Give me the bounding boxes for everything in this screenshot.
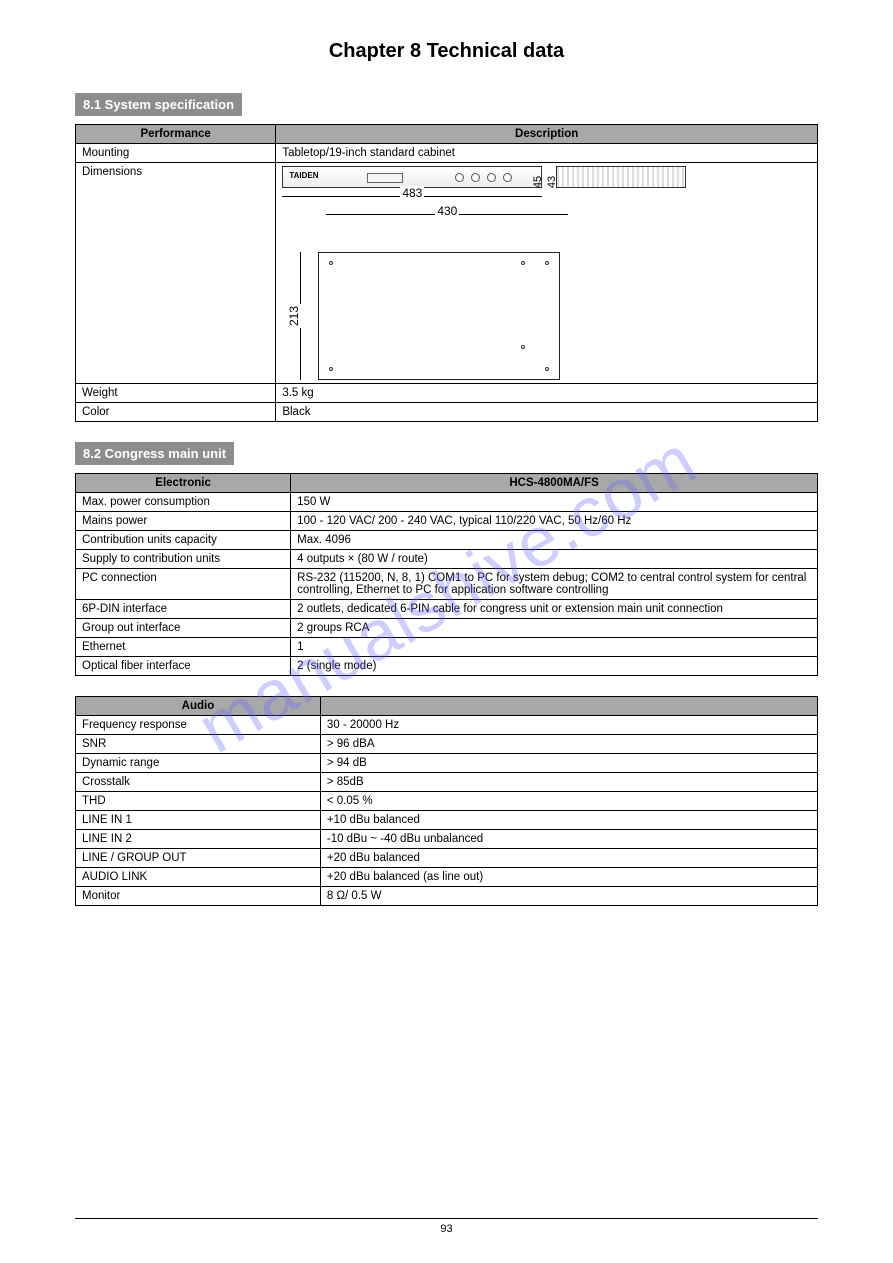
cell-label: Dynamic range [76, 754, 321, 773]
cell-value: Tabletop/19-inch standard cabinet [276, 144, 818, 163]
table-row: Frequency response30 - 20000 Hz [76, 716, 818, 735]
table-row: Supply to contribution units4 outputs × … [76, 550, 818, 569]
dim-45: 45 [532, 176, 544, 188]
cell-label: Ethernet [76, 638, 291, 657]
cell-value: 3.5 kg [276, 384, 818, 403]
cell-value: +20 dBu balanced (as line out) [320, 868, 817, 887]
cell-value: -10 dBu ~ -40 dBu unbalanced [320, 830, 817, 849]
table-row: Max. power consumption150 W [76, 493, 818, 512]
cell-value: Max. 4096 [291, 531, 818, 550]
table2-header-1: HCS-4800MA/FS [291, 474, 818, 493]
cell-label: SNR [76, 735, 321, 754]
section-1-title: 8.1 System specification [75, 93, 242, 116]
cell-value: 2 (single mode) [291, 657, 818, 676]
system-spec-table: Performance Description Mounting Tableto… [75, 124, 818, 422]
cell-label: Group out interface [76, 619, 291, 638]
table-row: LINE / GROUP OUT+20 dBu balanced [76, 849, 818, 868]
table-row: Group out interface2 groups RCA [76, 619, 818, 638]
cell-value: 8 Ω/ 0.5 W [320, 887, 817, 906]
cell-label: Optical fiber interface [76, 657, 291, 676]
table-row: 6P-DIN interface2 outlets, dedicated 6-P… [76, 600, 818, 619]
table3-header-1 [320, 697, 817, 716]
cell-label: Frequency response [76, 716, 321, 735]
cell-value: +10 dBu balanced [320, 811, 817, 830]
cell-label: Monitor [76, 887, 321, 906]
cell-value: Black [276, 403, 818, 422]
table-row: Monitor8 Ω/ 0.5 W [76, 887, 818, 906]
cell-value: > 94 dB [320, 754, 817, 773]
table-row: Crosstalk> 85dB [76, 773, 818, 792]
cell-value: +20 dBu balanced [320, 849, 817, 868]
table-row: LINE IN 2-10 dBu ~ -40 dBu unbalanced [76, 830, 818, 849]
device-brand-label: TAIDEN [289, 171, 318, 180]
table-row: Optical fiber interface2 (single mode) [76, 657, 818, 676]
audio-spec-table: Audio Frequency response30 - 20000 HzSNR… [75, 696, 818, 906]
cell-label: Weight [76, 384, 276, 403]
dim-213: 213 [287, 304, 301, 328]
cell-label: LINE / GROUP OUT [76, 849, 321, 868]
cell-label: Contribution units capacity [76, 531, 291, 550]
cell-label: LINE IN 1 [76, 811, 321, 830]
cell-label: Color [76, 403, 276, 422]
cell-label: Supply to contribution units [76, 550, 291, 569]
table-row: THD< 0.05 % [76, 792, 818, 811]
side-view-diagram: 45 43 [556, 166, 686, 188]
section-2-title: 8.2 Congress main unit [75, 442, 234, 465]
table-row: Color Black [76, 403, 818, 422]
cell-value: > 96 dBA [320, 735, 817, 754]
cell-label: Max. power consumption [76, 493, 291, 512]
cell-value: > 85dB [320, 773, 817, 792]
cell-label: Crosstalk [76, 773, 321, 792]
cell-label: THD [76, 792, 321, 811]
dim-483: 483 [400, 186, 424, 200]
table-row: Mains power100 - 120 VAC/ 200 - 240 VAC,… [76, 512, 818, 531]
table-row: LINE IN 1+10 dBu balanced [76, 811, 818, 830]
electronic-spec-table: Electronic HCS-4800MA/FS Max. power cons… [75, 473, 818, 676]
table-row: Contribution units capacityMax. 4096 [76, 531, 818, 550]
cell-value: < 0.05 % [320, 792, 817, 811]
cell-label: AUDIO LINK [76, 868, 321, 887]
table3-header-0: Audio [76, 697, 321, 716]
cell-label: LINE IN 2 [76, 830, 321, 849]
cell-value: 150 W [291, 493, 818, 512]
page-footer: 93 [0, 1218, 893, 1235]
cell-value: 100 - 120 VAC/ 200 - 240 VAC, typical 11… [291, 512, 818, 531]
chapter-title: Chapter 8 Technical data [75, 40, 818, 63]
table-row: Mounting Tabletop/19-inch standard cabin… [76, 144, 818, 163]
table-row: Dynamic range> 94 dB [76, 754, 818, 773]
cell-value: 30 - 20000 Hz [320, 716, 817, 735]
table-row: PC connectionRS-232 (115200, N, 8, 1) CO… [76, 569, 818, 600]
table-row: Weight 3.5 kg [76, 384, 818, 403]
cell-value: 2 groups RCA [291, 619, 818, 638]
table-row: Dimensions TAIDEN [76, 163, 818, 384]
table2-header-0: Electronic [76, 474, 291, 493]
table-row: SNR> 96 dBA [76, 735, 818, 754]
table-row: AUDIO LINK+20 dBu balanced (as line out) [76, 868, 818, 887]
page-number: 93 [440, 1223, 452, 1235]
cell-label: Mounting [76, 144, 276, 163]
cell-value: 4 outputs × (80 W / route) [291, 550, 818, 569]
cell-label: 6P-DIN interface [76, 600, 291, 619]
cell-value: 1 [291, 638, 818, 657]
table-row: Ethernet1 [76, 638, 818, 657]
top-view-diagram: 213 [318, 252, 685, 380]
table1-header-1: Description [276, 125, 818, 144]
cell-label: Dimensions [76, 163, 276, 384]
table1-header-0: Performance [76, 125, 276, 144]
front-view-diagram: TAIDEN 483 [282, 166, 542, 206]
cell-label: PC connection [76, 569, 291, 600]
cell-label: Mains power [76, 512, 291, 531]
cell-value: 2 outlets, dedicated 6-PIN cable for con… [291, 600, 818, 619]
cell-value: RS-232 (115200, N, 8, 1) COM1 to PC for … [291, 569, 818, 600]
dimensions-diagram-cell: TAIDEN 483 [276, 163, 818, 384]
dim-430: 430 [435, 204, 459, 218]
